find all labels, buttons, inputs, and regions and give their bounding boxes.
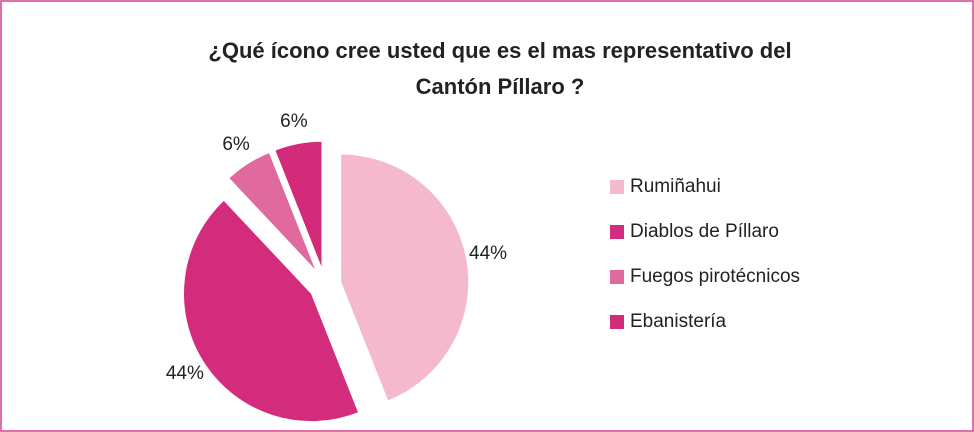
legend-swatch	[610, 225, 624, 239]
legend-swatch	[610, 270, 624, 284]
pie-slice	[183, 199, 360, 423]
pie-slice	[340, 153, 470, 402]
chart-title: ¿Qué ícono cree usted que es el mas repr…	[208, 38, 791, 99]
value-label: 6%	[222, 134, 250, 155]
value-label: 6%	[280, 111, 308, 132]
pie-slice	[274, 140, 323, 270]
legend-label: Diablos de Píllaro	[630, 221, 779, 242]
legend-label: Ebanistería	[630, 311, 727, 332]
legend-label: Fuegos pirotécnicos	[630, 266, 800, 287]
value-label: 44%	[166, 363, 204, 384]
value-label: 44%	[469, 243, 507, 264]
legend-label: Rumiñahui	[630, 176, 721, 197]
legend-swatch	[610, 315, 624, 329]
pie-slice	[228, 151, 317, 272]
legend-swatch	[610, 180, 624, 194]
